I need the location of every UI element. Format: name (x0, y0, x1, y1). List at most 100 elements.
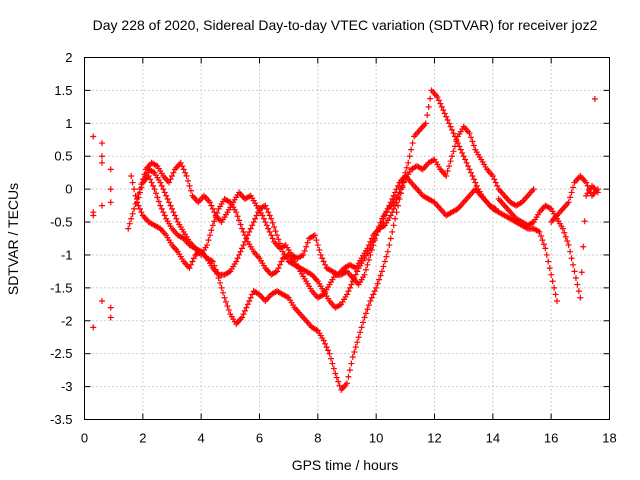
data-point (269, 235, 276, 242)
data-point (580, 243, 587, 250)
data-point (275, 236, 282, 243)
data-point (447, 123, 454, 130)
data-point (352, 271, 359, 278)
data-point (444, 168, 451, 175)
data-point (335, 378, 342, 385)
data-point (126, 220, 133, 227)
data-point (255, 209, 262, 216)
data-point (570, 261, 577, 268)
data-point (447, 158, 454, 165)
data-point (239, 314, 245, 321)
data-point (211, 209, 218, 216)
data-point (393, 209, 400, 216)
data-point (139, 179, 146, 186)
data-point (276, 261, 283, 268)
series-track-d (139, 166, 560, 311)
data-point (367, 298, 374, 305)
data-point (360, 319, 367, 326)
data-point (559, 225, 566, 232)
data-point (373, 284, 380, 291)
data-point (262, 202, 269, 209)
data-point (361, 271, 368, 278)
data-point (469, 138, 476, 145)
data-point (466, 166, 473, 173)
data-point (467, 134, 474, 141)
data-point (406, 153, 413, 160)
data-point (380, 215, 387, 222)
data-point (349, 353, 356, 360)
data-point (405, 159, 412, 166)
data-point (463, 159, 470, 166)
data-point (179, 163, 186, 170)
data-point (542, 245, 549, 252)
y-tick-label: 2 (65, 50, 72, 65)
data-point (326, 350, 333, 357)
data-point (134, 199, 140, 206)
data-point (459, 149, 466, 156)
data-point (136, 205, 143, 212)
data-point (368, 294, 375, 301)
data-point (392, 215, 399, 222)
data-point (236, 217, 243, 224)
data-point (161, 212, 168, 219)
data-point (319, 255, 326, 262)
y-tick-label: -3.5 (50, 412, 72, 427)
data-point (367, 245, 374, 252)
data-point (186, 265, 193, 272)
data-point (187, 187, 194, 194)
data-point (440, 107, 447, 114)
data-point (221, 294, 228, 301)
y-tick-label: 0 (65, 182, 72, 197)
y-axis-label: SDTVAR / TECUs (5, 183, 21, 295)
data-point (571, 268, 578, 275)
data-point (379, 268, 385, 275)
data-point (205, 237, 212, 244)
data-point (206, 232, 213, 239)
data-point (357, 329, 364, 336)
data-point (234, 255, 241, 262)
x-tick-label: 14 (486, 431, 500, 446)
data-point (266, 228, 273, 235)
data-point (586, 186, 593, 193)
data-point (313, 237, 320, 244)
data-point (345, 373, 352, 380)
data-point (583, 179, 590, 186)
series-isolated-points (90, 95, 598, 331)
data-point (393, 186, 400, 193)
data-point (170, 209, 177, 216)
data-point (491, 176, 498, 183)
data-point (465, 163, 472, 170)
data-point (548, 271, 555, 278)
data-point (135, 194, 142, 201)
data-point (552, 291, 559, 298)
data-point (370, 238, 377, 245)
data-point (470, 176, 477, 183)
data-point (494, 182, 501, 189)
data-point (161, 189, 168, 196)
x-tick-label: 18 (602, 431, 616, 446)
data-point (166, 179, 173, 186)
data-point (435, 97, 442, 104)
data-point (368, 242, 375, 249)
data-point (182, 169, 189, 176)
data-point (450, 148, 457, 155)
data-point (390, 205, 397, 212)
data-point (345, 288, 352, 295)
data-point (99, 298, 105, 305)
data-point (218, 284, 225, 291)
data-point (466, 130, 473, 137)
data-point (530, 186, 537, 193)
y-tick-label: -0.5 (50, 215, 72, 230)
data-point (457, 146, 464, 153)
data-point (268, 232, 275, 239)
data-point (472, 179, 479, 186)
data-point (272, 228, 279, 235)
data-point (449, 126, 455, 133)
data-point (209, 222, 216, 229)
data-point (317, 251, 324, 258)
data-point (549, 278, 556, 285)
y-tick-label: -2 (61, 313, 73, 328)
x-tick-label: 6 (256, 431, 263, 446)
data-point (362, 310, 369, 317)
